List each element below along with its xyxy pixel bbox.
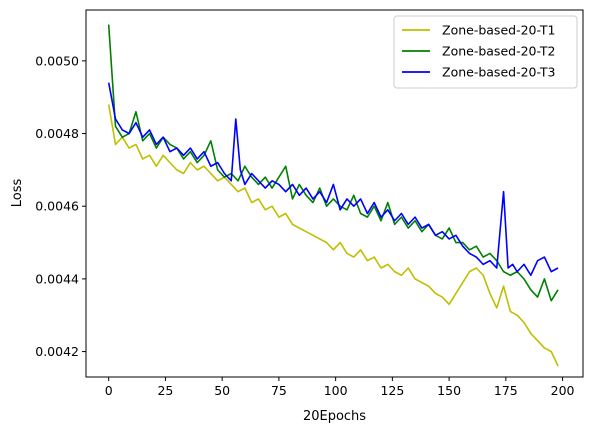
x-tick-label: 175: [494, 383, 518, 398]
x-tick-label: 150: [437, 383, 461, 398]
legend-entry: Zone-based-20-T1: [442, 23, 555, 38]
x-tick-label: 25: [157, 383, 173, 398]
series-lines: [107, 24, 559, 367]
y-axis: 0.0042 0.0044 0.0046 0.0048 0.0050: [35, 53, 86, 359]
x-tick-label: 125: [380, 383, 404, 398]
x-axis: 0 25 50 75 100 125 150 175 200: [105, 377, 575, 398]
x-tick-label: 50: [214, 383, 230, 398]
series-line-2: [107, 24, 559, 302]
legend-entry: Zone-based-20-T2: [442, 44, 555, 59]
x-tick-label: 100: [324, 383, 348, 398]
x-axis-label: 20Epochs: [303, 409, 366, 424]
y-axis-label: Loss: [10, 179, 25, 208]
plot-frame: [85, 9, 584, 378]
plot-area: [85, 9, 584, 378]
series-line-1: [107, 104, 559, 367]
y-tick-label: 0.0042: [35, 344, 79, 359]
x-tick-label: 75: [271, 383, 287, 398]
legend: Zone-based-20-T1 Zone-based-20-T2 Zone-bas…: [393, 15, 578, 89]
x-tick-label: 200: [551, 383, 575, 398]
y-tick-label: 0.0050: [35, 53, 79, 68]
legend-entry: Zone-based-20-T3: [442, 65, 555, 80]
legend-box: [393, 15, 578, 89]
y-tick-label: 0.0046: [35, 199, 79, 214]
y-tick-label: 0.0044: [35, 271, 79, 286]
series-line-3: [107, 82, 559, 277]
y-tick-label: 0.0048: [35, 126, 79, 141]
x-tick-label: 0: [105, 383, 113, 398]
